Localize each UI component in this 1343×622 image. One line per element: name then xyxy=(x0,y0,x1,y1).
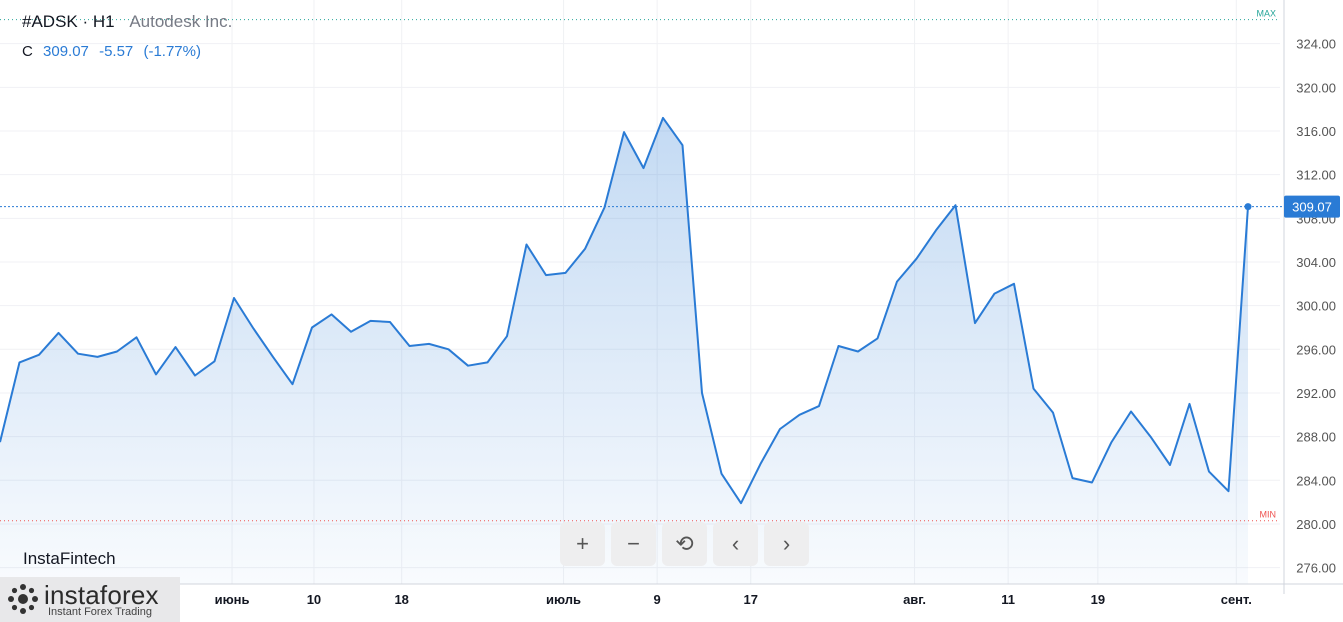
x-tick-label: 11 xyxy=(1001,592,1015,607)
series-line xyxy=(0,116,1249,505)
x-tick-label: 17 xyxy=(744,592,758,607)
y-tick-label: 296.00 xyxy=(1296,342,1336,357)
zoom-out-button[interactable]: − xyxy=(611,522,656,566)
y-tick-label: 320.00 xyxy=(1296,80,1336,95)
last-price-dot xyxy=(1244,203,1252,211)
logo-background xyxy=(0,577,180,622)
min-label: MIN xyxy=(1260,510,1277,520)
instaforex-logo-icon xyxy=(8,584,38,614)
x-tick-label: июль xyxy=(546,592,581,607)
y-tick-label: 288.00 xyxy=(1296,430,1336,445)
chart-toolbar: + − ⟲ ‹ › xyxy=(560,522,809,566)
change-value: -5.57 xyxy=(99,43,134,60)
area-fill xyxy=(0,117,1248,585)
x-tick-label: авг. xyxy=(903,592,926,607)
close-label: C xyxy=(22,43,33,60)
y-tick-label: 284.00 xyxy=(1296,473,1336,488)
y-tick-label: 324.00 xyxy=(1296,37,1336,52)
brand-label: InstaFintech xyxy=(23,549,116,568)
x-tick-label: июнь xyxy=(215,592,250,607)
close-readout: C 309.07 -5.57 (-1.77%) xyxy=(22,43,207,60)
company-name: Autodesk Inc. xyxy=(129,12,233,31)
symbol-title: #ADSK · H1 xyxy=(22,12,115,31)
x-tick-label: сент. xyxy=(1221,592,1252,607)
y-tick-label: 300.00 xyxy=(1296,299,1336,314)
y-tick-label: 316.00 xyxy=(1296,124,1336,139)
price-tag-label: 309.07 xyxy=(1292,200,1332,215)
logo-text: instaforex xyxy=(44,580,159,610)
series-area xyxy=(0,117,1248,585)
zoom-in-button[interactable]: + xyxy=(560,522,605,566)
price-tag xyxy=(1284,195,1340,218)
scroll-right-button[interactable]: › xyxy=(764,522,809,566)
y-tick-label: 276.00 xyxy=(1296,561,1336,576)
chart-header: #ADSK · H1 Autodesk Inc. xyxy=(22,12,232,32)
reset-button[interactable]: ⟲ xyxy=(662,522,707,566)
price-line-series xyxy=(0,116,1249,505)
y-tick-label: 304.00 xyxy=(1296,255,1336,270)
scroll-left-button[interactable]: ‹ xyxy=(713,522,758,566)
x-tick-label: 10 xyxy=(307,592,321,607)
max-label: MAX xyxy=(1256,9,1276,19)
y-tick-label: 312.00 xyxy=(1296,168,1336,183)
x-tick-label: 18 xyxy=(394,592,408,607)
y-tick-label: 292.00 xyxy=(1296,386,1336,401)
logo-tagline: Instant Forex Trading xyxy=(48,606,152,618)
x-tick-label: 9 xyxy=(654,592,661,607)
change-percent: (-1.77%) xyxy=(143,43,201,60)
x-tick-label: 19 xyxy=(1091,592,1105,607)
chart-marks: MAX MIN 309.07 xyxy=(0,9,1340,522)
y-tick-label: 280.00 xyxy=(1296,517,1336,532)
close-value: 309.07 xyxy=(43,43,89,60)
